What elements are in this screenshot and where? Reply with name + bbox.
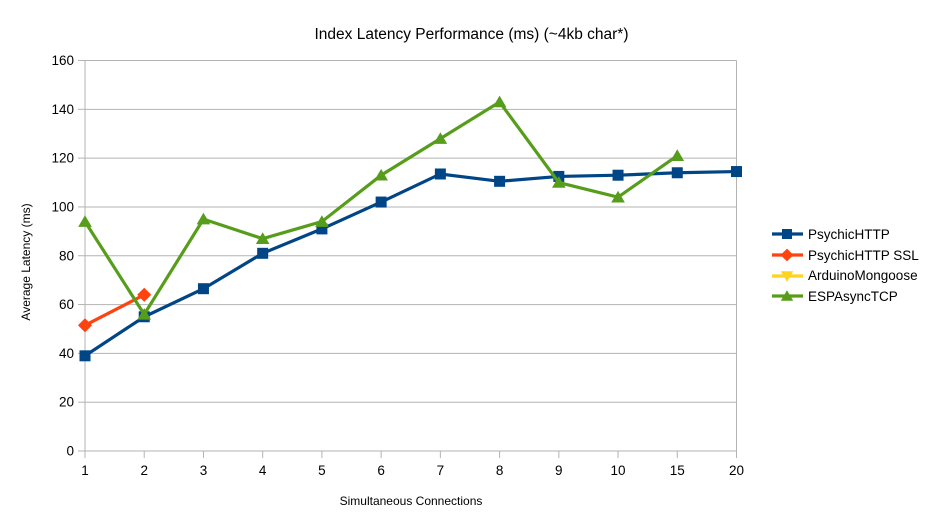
series-marker-psychichttp-ssl — [77, 318, 93, 333]
x-tick-label: 8 — [496, 463, 504, 478]
legend-swatch-triangle-down-icon — [772, 270, 803, 282]
x-tick-label: 1 — [81, 463, 89, 478]
series-marker-espasynctcp — [78, 215, 92, 227]
series-marker-psychichttp — [197, 283, 209, 295]
legend-marker — [780, 248, 794, 262]
series-marker-psychichttp — [257, 247, 269, 259]
series-marker-psychichttp — [316, 223, 328, 235]
legend-marker — [780, 290, 794, 302]
x-tick-label: 4 — [259, 463, 267, 478]
y-tick-label: 100 — [51, 199, 74, 214]
legend-label: ArduinoMongoose — [808, 268, 918, 284]
y-tick-label: 0 — [66, 444, 74, 459]
series-marker-espasynctcp — [137, 307, 152, 320]
legend-label: PsychicHTTP SSL — [808, 247, 919, 263]
series-line-psychichttp — [84, 169, 737, 358]
y-tick-label: 20 — [59, 395, 74, 410]
legend-item-espasynctcp: ESPAsyncTCP — [772, 286, 919, 307]
legend-label: PsychicHTTP — [808, 226, 890, 242]
series-marker-psychichttp-ssl — [137, 287, 152, 302]
legend: PsychicHTTP PsychicHTTP SSL ArduinoMongo… — [772, 224, 919, 307]
x-tick-label: 7 — [437, 463, 445, 478]
series-marker-espasynctcp — [433, 132, 448, 144]
x-tick-label: 5 — [318, 463, 326, 478]
legend-marker — [780, 270, 794, 282]
x-axis-title: Simultaneous Connections — [339, 494, 483, 508]
chart-title: Index Latency Performance (ms) (~4kb cha… — [314, 26, 629, 43]
legend-item-arduinomongoose: ArduinoMongoose — [772, 265, 919, 286]
legend-item-psychichttp: PsychicHTTP — [772, 224, 919, 245]
series-marker-espasynctcp — [611, 190, 625, 203]
series-marker-espasynctcp — [551, 176, 566, 188]
y-tick-label: 40 — [59, 346, 74, 361]
y-tick-label: 60 — [59, 297, 74, 312]
legend-item-psychichttp-ssl: PsychicHTTP SSL — [772, 245, 919, 266]
series-marker-psychichttp — [375, 196, 387, 208]
series-marker-espasynctcp — [492, 95, 507, 108]
y-tick-label: 160 — [51, 53, 74, 68]
series-line-espasynctcp — [83, 99, 679, 318]
x-tick-label: 9 — [555, 463, 563, 478]
series-marker-psychichttp — [731, 166, 742, 178]
x-tick-label: 20 — [729, 463, 744, 478]
x-tick-label: 3 — [200, 463, 208, 478]
legend-swatch-triangle-up-icon — [772, 290, 803, 302]
x-tick-label: 10 — [611, 463, 626, 478]
x-tick-label: 15 — [670, 463, 685, 478]
series-marker-psychichttp — [612, 169, 624, 181]
series-marker-espasynctcp — [255, 232, 270, 244]
y-tick-label: 140 — [51, 102, 74, 117]
series-marker-espasynctcp — [196, 212, 211, 225]
legend-swatch-diamond-icon — [772, 248, 803, 262]
legend-label: ESPAsyncTCP — [808, 288, 898, 304]
y-tick-label: 80 — [59, 248, 74, 263]
series-marker-psychichttp — [494, 175, 506, 187]
series-marker-psychichttp — [671, 167, 683, 179]
legend-marker — [782, 229, 792, 240]
series-marker-espasynctcp — [670, 149, 685, 161]
series-marker-psychichttp — [434, 168, 446, 180]
series-marker-espasynctcp — [315, 215, 329, 227]
legend-swatch-square-icon — [772, 229, 803, 240]
y-tick-label: 120 — [51, 151, 74, 166]
x-tick-label: 2 — [140, 463, 148, 478]
x-tick-label: 6 — [377, 463, 385, 478]
series-marker-espasynctcp — [374, 168, 388, 181]
series-marker-psychichttp — [79, 350, 91, 362]
